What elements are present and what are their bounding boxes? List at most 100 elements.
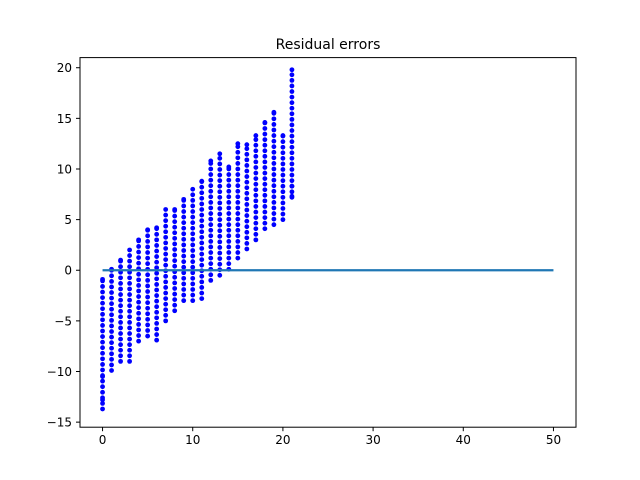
plot-frame bbox=[79, 57, 577, 428]
data-point bbox=[217, 222, 223, 228]
data-point bbox=[190, 220, 196, 226]
x-tick-label: 10 bbox=[185, 433, 200, 447]
data-point bbox=[118, 257, 123, 263]
data-point bbox=[172, 241, 178, 247]
data-point bbox=[145, 328, 151, 333]
data-point bbox=[100, 328, 105, 334]
data-point bbox=[190, 292, 196, 298]
data-point bbox=[208, 272, 214, 278]
data-point bbox=[226, 172, 232, 177]
data-point bbox=[190, 259, 196, 265]
y-tick-label: 0 bbox=[64, 264, 72, 278]
data-point bbox=[253, 204, 259, 209]
data-point bbox=[190, 264, 196, 270]
data-point bbox=[199, 257, 205, 263]
data-point bbox=[145, 255, 151, 261]
data-point bbox=[217, 217, 223, 223]
data-point bbox=[136, 277, 142, 283]
data-point bbox=[244, 185, 250, 191]
data-point bbox=[271, 166, 277, 172]
point-column bbox=[289, 67, 295, 200]
data-point bbox=[226, 261, 232, 267]
data-point bbox=[145, 244, 151, 250]
data-point bbox=[280, 178, 286, 184]
point-column bbox=[163, 207, 169, 324]
data-point bbox=[118, 275, 123, 281]
point-column bbox=[226, 164, 232, 272]
data-point bbox=[253, 133, 259, 138]
data-point bbox=[208, 261, 214, 267]
data-point bbox=[100, 345, 105, 351]
data-point bbox=[289, 111, 295, 117]
data-point bbox=[217, 189, 223, 195]
data-point bbox=[154, 298, 160, 304]
data-point bbox=[136, 249, 142, 255]
data-point bbox=[109, 284, 114, 290]
data-point bbox=[253, 220, 259, 226]
data-point bbox=[154, 276, 160, 282]
data-point bbox=[118, 325, 123, 331]
data-point bbox=[127, 247, 132, 253]
data-point bbox=[145, 238, 151, 244]
data-point bbox=[208, 227, 214, 233]
data-point bbox=[181, 220, 187, 226]
data-point bbox=[109, 334, 114, 340]
data-point bbox=[100, 406, 105, 412]
data-point bbox=[289, 67, 295, 73]
data-point bbox=[289, 172, 295, 178]
data-point bbox=[244, 213, 250, 218]
data-point bbox=[190, 214, 196, 220]
x-tick-label: 0 bbox=[99, 433, 107, 447]
data-point bbox=[109, 295, 114, 301]
data-point bbox=[190, 186, 196, 192]
data-point bbox=[289, 77, 295, 83]
y-tick-label: 10 bbox=[57, 162, 72, 176]
data-point bbox=[199, 184, 205, 190]
data-point bbox=[253, 187, 259, 193]
data-point bbox=[226, 205, 232, 211]
data-point bbox=[217, 256, 223, 261]
data-point bbox=[154, 304, 160, 310]
data-point bbox=[118, 297, 123, 303]
data-point bbox=[199, 279, 205, 285]
data-point bbox=[280, 206, 286, 211]
data-point bbox=[145, 227, 151, 233]
data-point bbox=[100, 311, 105, 317]
data-point bbox=[109, 312, 114, 318]
data-point bbox=[244, 151, 250, 157]
data-point bbox=[190, 298, 196, 304]
data-point bbox=[226, 200, 232, 205]
y-tick-label: 5 bbox=[64, 213, 72, 227]
data-point bbox=[217, 245, 223, 250]
data-point bbox=[280, 150, 286, 156]
data-point bbox=[280, 144, 286, 150]
data-point bbox=[109, 368, 114, 373]
data-point bbox=[181, 214, 187, 220]
data-point bbox=[271, 200, 277, 205]
data-point bbox=[199, 296, 205, 301]
data-point bbox=[217, 183, 223, 189]
data-point bbox=[289, 193, 295, 199]
y-tick-label: 15 bbox=[57, 112, 72, 126]
data-point bbox=[181, 264, 187, 270]
data-point bbox=[136, 271, 142, 277]
data-point bbox=[253, 159, 259, 165]
data-point bbox=[271, 116, 277, 122]
data-point bbox=[145, 322, 151, 328]
data-point bbox=[163, 212, 169, 218]
data-point bbox=[118, 336, 123, 342]
data-point bbox=[100, 367, 105, 373]
data-point bbox=[118, 342, 123, 348]
data-point bbox=[226, 216, 232, 222]
data-point bbox=[217, 155, 223, 161]
data-point bbox=[118, 358, 123, 364]
data-point bbox=[145, 305, 151, 311]
data-point bbox=[208, 194, 214, 200]
data-point bbox=[235, 183, 241, 189]
data-point bbox=[271, 172, 277, 177]
data-point bbox=[217, 200, 223, 206]
data-point bbox=[262, 142, 268, 148]
data-point bbox=[253, 165, 259, 170]
data-point bbox=[217, 206, 223, 211]
